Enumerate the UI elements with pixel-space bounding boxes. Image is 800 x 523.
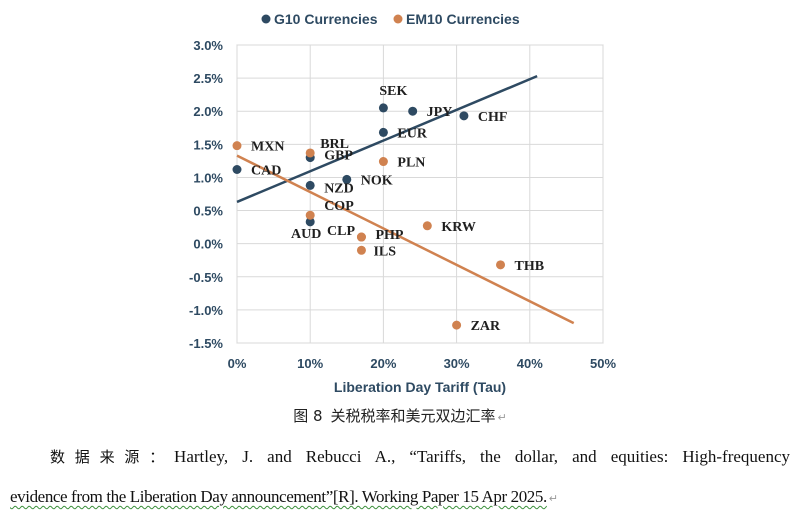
point-label-mxn: MXN [251, 140, 284, 155]
x-axis-title: Liberation Day Tariff (Tau) [334, 379, 506, 395]
y-tick-label: 0.5% [193, 204, 223, 219]
data-point-mxn [232, 141, 242, 151]
point-label-thb: THB [515, 259, 545, 274]
scatter-chart: SEK JPY CHF EUR GBP CAD NOK NZD AUD MXN BRL PLN COP K… [189, 11, 617, 395]
y-axis-ticks: 3.0% 2.5% 2.0% 1.5% 1.0% 0.5% 0.0% -0.5% -1.0% -1… [189, 38, 223, 351]
point-label-cad: CAD [251, 163, 281, 178]
y-tick-label: -1.5% [189, 336, 223, 351]
source-line-2: evidence from the Liberation Day announc… [10, 487, 790, 507]
point-label-php: PHP [375, 228, 403, 243]
point-label-nzd: NZD [324, 181, 354, 196]
figure-number: 图 8 [293, 407, 323, 425]
figure-title: 关税税率和美元双边汇率 [330, 407, 496, 425]
data-point-nzd [305, 180, 315, 190]
x-tick-label: 50% [590, 356, 616, 371]
y-tick-label: 0.0% [193, 237, 223, 252]
data-points [232, 103, 506, 330]
y-tick-label: -1.0% [189, 303, 223, 318]
point-label-pln: PLN [397, 156, 425, 171]
trend-line [236, 154, 575, 325]
paragraph-mark-icon: ↵ [548, 493, 558, 505]
point-label-chf: CHF [478, 110, 508, 125]
data-point-krw [422, 221, 432, 231]
data-point-eur [378, 127, 388, 137]
point-label-zar: ZAR [471, 319, 501, 334]
data-point-cad [232, 164, 242, 174]
source-line-1: 数据来源：Hartley, J. and Rebucci A., “Tariff… [50, 446, 790, 467]
y-tick-label: 2.0% [193, 104, 223, 119]
y-tick-label: 1.0% [193, 170, 223, 185]
plot-area-border [236, 44, 604, 344]
point-label-aud: AUD [291, 227, 321, 242]
point-label-clp: CLP [327, 224, 355, 239]
point-label-eur: EUR [397, 126, 427, 141]
point-label-nok: NOK [361, 173, 393, 188]
paragraph-mark-icon: ↵ [497, 411, 507, 424]
source-prefix: 数据来源： [50, 448, 175, 466]
y-tick-label: 2.5% [193, 71, 223, 86]
y-tick-label: 1.5% [193, 137, 223, 152]
legend: G10 Currencies EM10 Currencies [261, 11, 520, 27]
trend-lines [236, 74, 575, 325]
source-citation-part1: Hartley, J. and Rebucci A., “Tariffs, th… [174, 447, 790, 466]
data-point-chf [459, 111, 469, 121]
point-label-brl: BRL [320, 137, 349, 152]
data-point-sek [378, 103, 388, 113]
x-axis-ticks: 0% 10% 20% 30% 40% 50% [228, 356, 617, 371]
data-point-jpy [408, 106, 418, 116]
data-point-php [356, 232, 366, 242]
x-tick-label: 0% [228, 356, 247, 371]
legend-marker-g10 [261, 14, 271, 24]
source-citation-part2: evidence from the Liberation Day announc… [10, 487, 547, 506]
data-point-zar [452, 320, 462, 330]
point-label-sek: SEK [379, 84, 407, 99]
data-point-cop [305, 210, 315, 220]
data-point-ils [356, 245, 366, 255]
x-tick-label: 10% [297, 356, 323, 371]
y-tick-label: 3.0% [193, 38, 223, 53]
point-label-jpy: JPY [427, 105, 453, 120]
point-labels: SEK JPY CHF EUR GBP CAD NOK NZD AUD MXN BRL PLN COP K… [251, 84, 544, 334]
data-point-pln [378, 157, 388, 167]
x-tick-label: 20% [370, 356, 396, 371]
data-point-brl [305, 148, 315, 158]
point-label-ils: ILS [373, 244, 396, 259]
legend-label-em10: EM10 Currencies [406, 11, 520, 27]
data-point-thb [496, 260, 506, 270]
legend-marker-em10 [393, 14, 403, 24]
figure-caption: 图 8 关税税率和美元双边汇率 ↵ [0, 405, 800, 426]
grid-lines [236, 44, 604, 344]
point-label-gbp: GBP [324, 149, 353, 164]
point-label-cop: COP [324, 199, 354, 214]
point-label-krw: KRW [441, 220, 476, 235]
legend-label-g10: G10 Currencies [274, 11, 378, 27]
data-point-nok [342, 174, 352, 184]
data-point-aud [305, 217, 315, 227]
x-tick-label: 30% [444, 356, 470, 371]
y-tick-label: -0.5% [189, 270, 223, 285]
x-tick-label: 40% [517, 356, 543, 371]
